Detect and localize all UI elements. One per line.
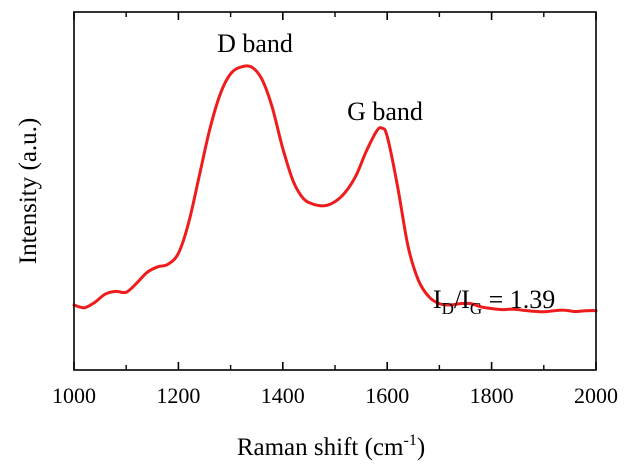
ratio-label: ID/IG = 1.39 — [433, 285, 555, 318]
x-tick-label-1400: 1400 — [261, 383, 305, 408]
x-tick-labels: 1000 1200 1400 1600 1800 2000 — [52, 383, 618, 408]
ratio-slash-i: /I — [454, 285, 470, 314]
x-axis-title-main: Raman shift (cm — [237, 434, 404, 461]
annotation-d-band: D band — [217, 29, 293, 58]
series-line-raman-spectrum — [72, 64, 598, 314]
ratio-sub-d: D — [442, 299, 454, 318]
x-tick-label-1200: 1200 — [156, 383, 200, 408]
ratio-i-d: I — [433, 285, 442, 314]
x-axis-title-sup: -1 — [403, 432, 416, 449]
x-tick-label-1000: 1000 — [52, 383, 96, 408]
ratio-value: = 1.39 — [482, 285, 555, 314]
annotation-g-band: G band — [347, 97, 423, 126]
x-tick-label-1600: 1600 — [365, 383, 409, 408]
x-tick-label-2000: 2000 — [574, 383, 618, 408]
plot-frame — [73, 11, 597, 371]
x-tick-label-1800: 1800 — [470, 383, 514, 408]
x-axis-title-close: ) — [417, 434, 425, 461]
x-axis-title: Raman shift (cm-1) — [237, 432, 425, 461]
ticks-layer — [73, 12, 597, 370]
ratio-sub-g: G — [470, 299, 482, 318]
y-axis-title: Intensity (a.u.) — [15, 118, 42, 264]
